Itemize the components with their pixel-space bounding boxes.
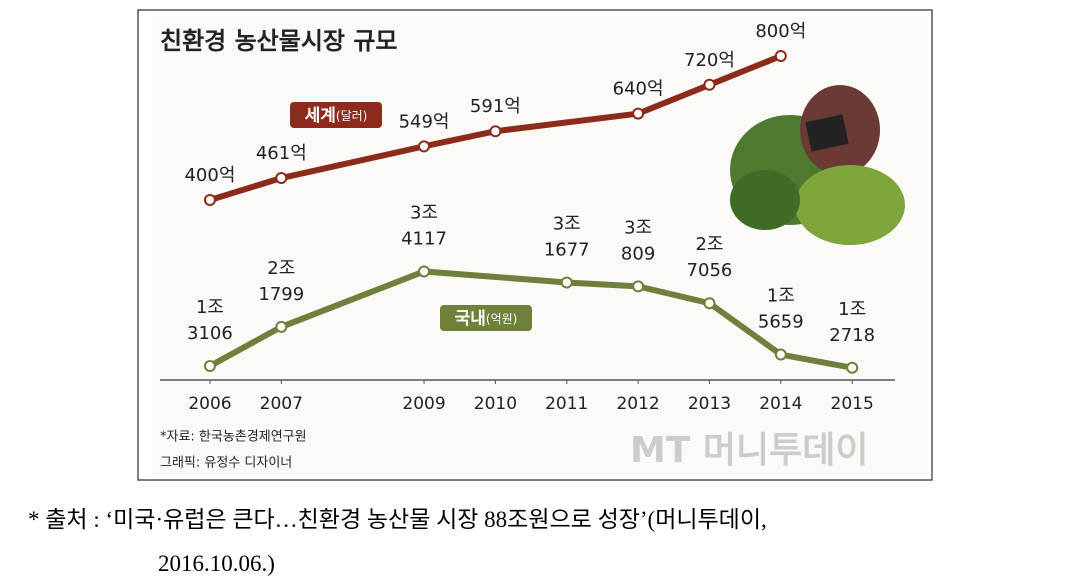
point xyxy=(203,194,216,206)
x-tick-label: 2009 xyxy=(402,394,445,414)
caption: * 출처 : ‘미국·유럽은 큰다…친환경 농산물 시장 88조원으로 성장’(… xyxy=(28,498,1043,586)
caption-line: * 출처 : ‘미국·유럽은 큰다…친환경 농산물 시장 88조원으로 성장’(… xyxy=(28,507,767,532)
value-label: 1677 xyxy=(544,239,590,260)
point xyxy=(418,265,431,278)
point xyxy=(489,125,502,138)
value-label: 1조 xyxy=(196,297,224,318)
x-tick-label: 2015 xyxy=(831,394,874,414)
value-label: 4117 xyxy=(401,228,447,249)
point xyxy=(560,276,573,289)
value-label: 1조 xyxy=(767,286,795,307)
point xyxy=(275,172,288,185)
x-tick-label: 2014 xyxy=(759,394,802,414)
point xyxy=(203,360,216,373)
caption-line: 2016.10.06.) xyxy=(158,551,275,576)
point xyxy=(703,78,716,91)
source: *자료: 한국농촌경제연구원 xyxy=(160,430,307,445)
value-label: 461억 xyxy=(256,143,307,164)
value-label: 549억 xyxy=(399,111,450,132)
point xyxy=(632,280,645,293)
value-label: 640억 xyxy=(613,79,664,100)
x-tick-label: 2006 xyxy=(188,394,231,414)
legend-unit: (억원) xyxy=(486,312,517,326)
point xyxy=(418,140,431,153)
legend-unit: (달러) xyxy=(336,109,367,123)
value-label: 809 xyxy=(621,243,655,264)
point xyxy=(846,361,859,374)
legend-badge xyxy=(440,305,532,331)
vegetables xyxy=(730,85,905,245)
watermark: MT 머니투데이 xyxy=(630,430,869,471)
value-label: 5659 xyxy=(758,312,804,333)
value-label: 2조 xyxy=(267,258,295,279)
legend-name: 국내 xyxy=(455,309,486,329)
value-label: 2718 xyxy=(829,325,875,346)
value-label: 3조 xyxy=(410,202,438,223)
legend-name: 세계 xyxy=(305,106,336,126)
series-line xyxy=(208,268,853,371)
x-tick-label: 2012 xyxy=(616,394,659,414)
value-label: 1조 xyxy=(838,299,866,320)
value-label: 720억 xyxy=(684,50,735,71)
legend-badge xyxy=(290,102,382,128)
legend-label: 세계(달러) xyxy=(305,106,368,126)
value-label: 2조 xyxy=(695,234,723,255)
x-tick-label: 2013 xyxy=(688,394,731,414)
chart-title: 친환경 농산물시장 규모 xyxy=(160,27,398,55)
x-tick-label: 2007 xyxy=(260,394,303,414)
value-label: 3조 xyxy=(624,217,652,238)
value-label: 3조 xyxy=(553,213,581,234)
x-tick-label: 2010 xyxy=(474,394,517,414)
value-label: 1799 xyxy=(258,284,304,305)
value-label: 591억 xyxy=(470,96,521,117)
point xyxy=(774,348,787,361)
point xyxy=(774,50,787,62)
value-label: 800억 xyxy=(755,21,806,42)
point xyxy=(275,320,288,333)
value-label: 3106 xyxy=(187,323,233,344)
point xyxy=(703,297,716,310)
credit: 그래픽: 유정수 디자이너 xyxy=(160,456,292,471)
legend-label: 국내(억원) xyxy=(455,309,518,329)
value-label: 7056 xyxy=(687,260,733,281)
value-label: 400억 xyxy=(184,165,235,186)
x-tick-label: 2011 xyxy=(545,394,588,414)
panel xyxy=(152,16,928,474)
point xyxy=(632,107,645,120)
chart: 친환경 농산물시장 규모 *자료: 한국농촌경제연구원 그래픽: 유정수 디자이… xyxy=(137,9,933,481)
